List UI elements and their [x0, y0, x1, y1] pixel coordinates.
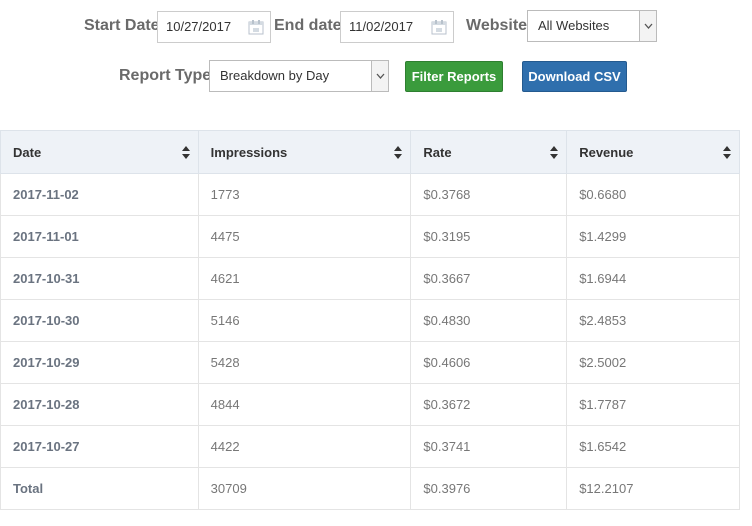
cell-revenue: $0.6680 — [566, 173, 740, 216]
cell-revenue: $1.6542 — [566, 425, 740, 468]
table-row: 2017-10-30 5146 $0.4830 $2.4853 — [0, 299, 740, 342]
table-row: 2017-10-28 4844 $0.3672 $1.7787 — [0, 383, 740, 426]
report-type-select[interactable]: Breakdown by Day — [209, 60, 389, 92]
report-table: Date Impressions Rate Revenue 2017-11-02… — [0, 130, 740, 510]
cell-date: 2017-10-28 — [0, 383, 199, 426]
cell-impressions: 4844 — [197, 383, 412, 426]
report-type-selected-value: Breakdown by Day — [220, 68, 330, 83]
table-row: 2017-10-29 5428 $0.4606 $2.5002 — [0, 341, 740, 384]
end-date-input[interactable]: 11/02/2017 — [340, 11, 454, 43]
table-row: 2017-10-31 4621 $0.3667 $1.6944 — [0, 257, 740, 300]
cell-date: 2017-10-27 — [0, 425, 199, 468]
website-selected-value: All Websites — [538, 18, 610, 33]
cell-date: 2017-10-30 — [0, 299, 199, 342]
cell-impressions: 4621 — [197, 257, 412, 300]
cell-rate: $0.3976 — [410, 467, 568, 510]
column-header-date[interactable]: Date — [0, 130, 199, 174]
cell-date: 2017-11-01 — [0, 215, 199, 258]
website-select[interactable]: All Websites — [527, 10, 657, 42]
cell-date: 2017-11-02 — [0, 173, 199, 216]
table-row-total: Total 30709 $0.3976 $12.2107 — [0, 467, 740, 510]
table-row: 2017-10-27 4422 $0.3741 $1.6542 — [0, 425, 740, 468]
download-csv-button[interactable]: Download CSV — [522, 61, 627, 92]
cell-rate: $0.4606 — [410, 341, 568, 384]
cell-impressions: 4422 — [197, 425, 412, 468]
cell-revenue: $1.7787 — [566, 383, 740, 426]
website-label: Website — [466, 17, 528, 34]
calendar-icon[interactable] — [248, 19, 264, 35]
cell-date: 2017-10-29 — [0, 341, 199, 384]
sort-icon[interactable] — [723, 146, 731, 159]
end-date-label: End date — [274, 17, 342, 34]
cell-rate: $0.4830 — [410, 299, 568, 342]
end-date-value: 11/02/2017 — [349, 19, 414, 34]
report-type-label: Report Type — [119, 67, 212, 84]
table-row: 2017-11-02 1773 $0.3768 $0.6680 — [0, 173, 740, 216]
start-date-label: Start Date — [84, 17, 160, 34]
column-header-revenue[interactable]: Revenue — [566, 130, 740, 174]
filter-reports-button[interactable]: Filter Reports — [405, 61, 503, 92]
table-header-row: Date Impressions Rate Revenue — [0, 130, 740, 174]
column-header-impressions[interactable]: Impressions — [197, 130, 412, 174]
cell-date: Total — [0, 467, 199, 510]
cell-rate: $0.3768 — [410, 173, 568, 216]
cell-revenue: $1.6944 — [566, 257, 740, 300]
calendar-icon[interactable] — [431, 19, 447, 35]
start-date-input[interactable]: 10/27/2017 — [157, 11, 271, 43]
cell-revenue: $2.5002 — [566, 341, 740, 384]
cell-revenue: $2.4853 — [566, 299, 740, 342]
cell-revenue: $1.4299 — [566, 215, 740, 258]
cell-rate: $0.3195 — [410, 215, 568, 258]
cell-rate: $0.3667 — [410, 257, 568, 300]
cell-impressions: 5146 — [197, 299, 412, 342]
cell-date: 2017-10-31 — [0, 257, 199, 300]
cell-impressions: 30709 — [197, 467, 412, 510]
table-row: 2017-11-01 4475 $0.3195 $1.4299 — [0, 215, 740, 258]
cell-revenue: $12.2107 — [566, 467, 740, 510]
chevron-down-icon[interactable] — [371, 61, 388, 91]
cell-rate: $0.3741 — [410, 425, 568, 468]
sort-icon[interactable] — [394, 146, 403, 159]
sort-icon[interactable] — [550, 146, 559, 159]
cell-impressions: 4475 — [197, 215, 412, 258]
cell-impressions: 5428 — [197, 341, 412, 384]
cell-impressions: 1773 — [197, 173, 412, 216]
column-header-rate[interactable]: Rate — [410, 130, 568, 174]
start-date-value: 10/27/2017 — [166, 19, 232, 34]
cell-rate: $0.3672 — [410, 383, 568, 426]
sort-icon[interactable] — [181, 146, 190, 159]
chevron-down-icon[interactable] — [639, 11, 656, 41]
